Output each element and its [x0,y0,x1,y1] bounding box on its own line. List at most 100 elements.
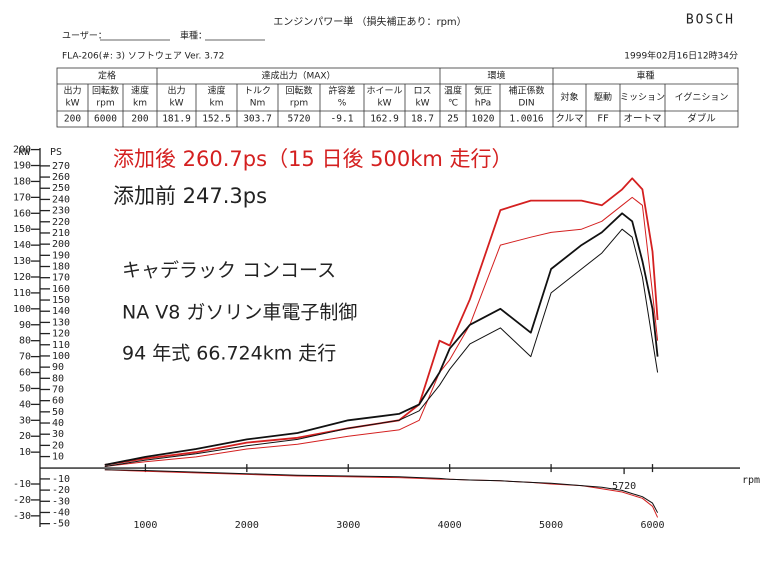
y2-tick-label: 120 [52,329,70,340]
table-header: 温度 [444,85,462,97]
table-cell: -9.1 [331,114,354,125]
y2-tick-label: 180 [52,262,70,273]
table-cell: ダブル [687,113,716,125]
table-header: kW [169,99,183,109]
vehicle-label: 車種： [180,30,207,42]
y2-tick-label: 190 [52,250,70,261]
x-tick-label: 3000 [336,520,360,531]
table-header: イグニション [675,91,729,103]
table-cell: 200 [131,114,148,125]
y-tick-label: 130 [13,256,31,267]
y-tick-label: 140 [13,240,31,251]
x-tick-label: 4000 [438,520,462,531]
table-header: % [338,99,347,109]
y-tick-label: 50 [19,383,31,394]
table-header: 回転数 [285,85,312,97]
y-tick-label: -30 [13,511,31,522]
y-tick-label: 160 [13,208,31,219]
series-line [104,212,659,466]
y-tick-label: 60 [19,368,31,379]
table-header: 速度 [131,85,149,97]
y2-tick-label: 230 [52,206,70,217]
table-group: 車種 [636,70,654,82]
y2-tick-label: 130 [52,317,70,328]
table-header: 対象 [560,91,578,103]
table-cell: 181.9 [162,114,191,125]
table-header: DIN [518,99,534,109]
y2-tick-label: 110 [52,340,70,351]
table-border [56,67,739,128]
table-group: 環境 [487,70,505,82]
series-line [104,228,659,467]
table-cell: 152.5 [202,114,231,125]
table-header: トルク [244,86,271,97]
y-tick-label: 70 [19,352,31,363]
x-axis-label: rpm [742,475,760,486]
annotation: NA V8 ガソリン車電子制御 [122,302,357,324]
table-cell: 200 [64,114,81,125]
table-header: 気圧 [474,85,492,97]
y2-tick-label: -40 [52,507,70,518]
y-axis-label: kW [18,147,31,158]
y2-tick-label: 260 [52,172,70,183]
y-tick-label: 90 [19,320,31,331]
table-cell: 1.0016 [509,114,544,125]
table-header: 出力 [63,85,81,97]
user-label: ユーザー： [62,31,107,42]
y2-tick-label: 40 [52,418,64,429]
table-header: kW [377,99,391,109]
table-header: 速度 [207,85,225,97]
y2-tick-label: 270 [52,161,70,172]
y-tick-label: 200 [13,145,31,156]
y2-tick-label: 200 [52,239,70,250]
x-tick-label: 2000 [235,520,259,531]
table-cell: 1020 [472,114,495,125]
table-cell: 18.7 [411,114,434,125]
y2-tick-label: -20 [52,485,70,496]
series-line [104,177,659,466]
annotation: 添加前 247.3ps [113,184,267,208]
y2-axis-label: PS [50,147,62,158]
y-tick-label: 170 [13,192,31,203]
y-tick-label: 180 [13,176,31,187]
y-tick-label: 190 [13,161,31,172]
annotation: 添加後 260.7ps（15 日後 500km 走行） [113,147,513,171]
y-tick-label: 10 [19,447,31,458]
table-header: 回転数 [92,85,119,97]
software: FLA-206(#: 3) ソフトウェア Ver. 3.72 [62,51,224,62]
y2-tick-label: 100 [52,351,70,362]
table-header: kW [415,99,429,109]
y2-tick-label: 160 [52,284,70,295]
table-header: hPa [475,99,491,109]
sheet-title: エンジンパワー単 （損失補正あり：rpm） [273,15,466,28]
y2-tick-label: -50 [52,519,70,530]
table-header: rpm [290,99,308,109]
table-cell: 5720 [288,114,311,125]
y-tick-label: -10 [13,479,31,490]
series-line [104,469,659,513]
x-tick-label: 5000 [539,520,563,531]
table-header: 許容差 [328,85,355,97]
annotation: キャデラック コンコース [122,260,336,282]
y-tick-label: 150 [13,224,31,235]
table-header: ℃ [448,99,458,109]
x-tick-label: 6000 [640,520,664,531]
table-header: Nm [250,99,266,109]
table-header: ホイール [366,86,402,97]
y-tick-label: 120 [13,272,31,283]
y-tick-label: 110 [13,288,31,299]
table-header: ミッション [620,93,665,103]
marker-label: 5720 [612,481,636,492]
y2-tick-label: -30 [52,496,70,507]
table-cell: 303.7 [243,114,272,125]
datetime: 1999年02月16日12時34分 [624,50,738,62]
y2-tick-label: 70 [52,384,64,395]
y2-tick-label: 140 [52,306,70,317]
y2-tick-label: -10 [52,474,70,485]
table-cell: 25 [447,114,458,125]
y-tick-label: 30 [19,415,31,426]
y2-tick-label: 30 [52,429,64,440]
y2-tick-label: 10 [52,452,64,463]
